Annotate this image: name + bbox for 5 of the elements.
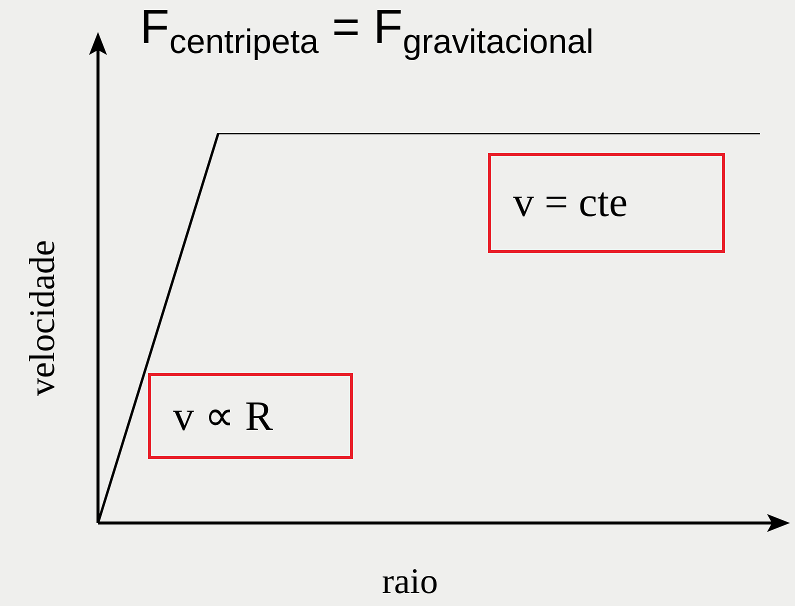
y-axis-title: velocidade [21,240,63,396]
x-axis-title: raio [381,560,439,602]
annotation: v ∝ R [148,373,353,459]
annotation: v = cte [488,153,725,253]
chart-title: F$_{centripeta}$ = F$_{gravitacional}$ [140,0,594,62]
